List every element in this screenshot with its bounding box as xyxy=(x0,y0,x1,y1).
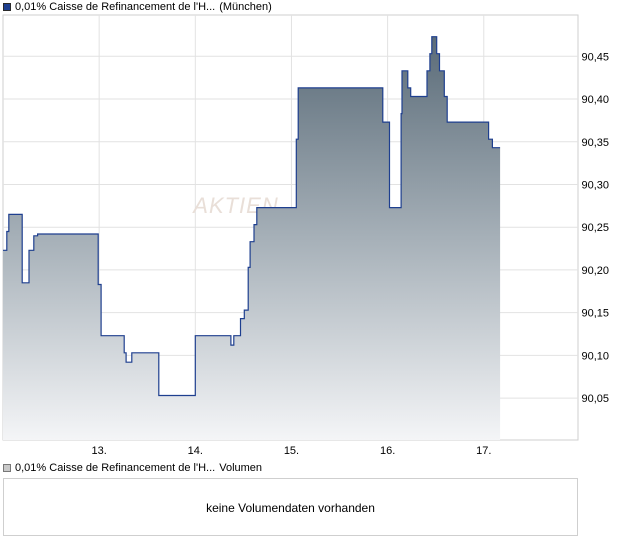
no-volume-message: keine Volumendaten vorhanden xyxy=(206,501,375,515)
x-tick-label: 17. xyxy=(476,445,491,457)
y-tick-label: 90,25 xyxy=(581,222,609,234)
volume-series-swatch xyxy=(3,464,11,472)
price-chart: 13. 14. 15. 16. 17. 90,05 90,10 90,15 90,20 90,25… xyxy=(2,14,609,457)
volume-series-name: 0,01% Caisse de Refinancement de l'H... xyxy=(15,462,216,474)
x-tick-label: 13. xyxy=(92,445,107,457)
exchange-label: (München) xyxy=(219,1,272,13)
price-series-swatch xyxy=(3,3,11,11)
volume-panel: keine Volumendaten vorhanden xyxy=(3,478,578,536)
x-tick-label: 15. xyxy=(284,445,299,457)
y-tick-label: 90,35 xyxy=(581,137,609,149)
volume-label: Volumen xyxy=(219,462,263,474)
y-tick-label: 90,10 xyxy=(581,350,609,362)
price-series-name: 0,01% Caisse de Refinancement de l'H... xyxy=(15,1,216,13)
y-tick-label: 90,40 xyxy=(581,94,609,106)
x-tick-label: 14. xyxy=(188,445,203,457)
y-tick-label: 90,20 xyxy=(581,265,609,277)
price-legend: 0,01% Caisse de Refinancement de l'H... … xyxy=(3,1,272,13)
price-area xyxy=(3,36,501,440)
y-tick-label: 90,45 xyxy=(581,51,609,63)
volume-legend: 0,01% Caisse de Refinancement de l'H... … xyxy=(3,462,262,474)
price-line xyxy=(3,36,501,397)
y-tick-label: 90,15 xyxy=(581,308,609,320)
y-tick-label: 90,30 xyxy=(581,179,609,191)
y-tick-label: 90,05 xyxy=(581,393,609,405)
x-tick-label: 16. xyxy=(380,445,395,457)
